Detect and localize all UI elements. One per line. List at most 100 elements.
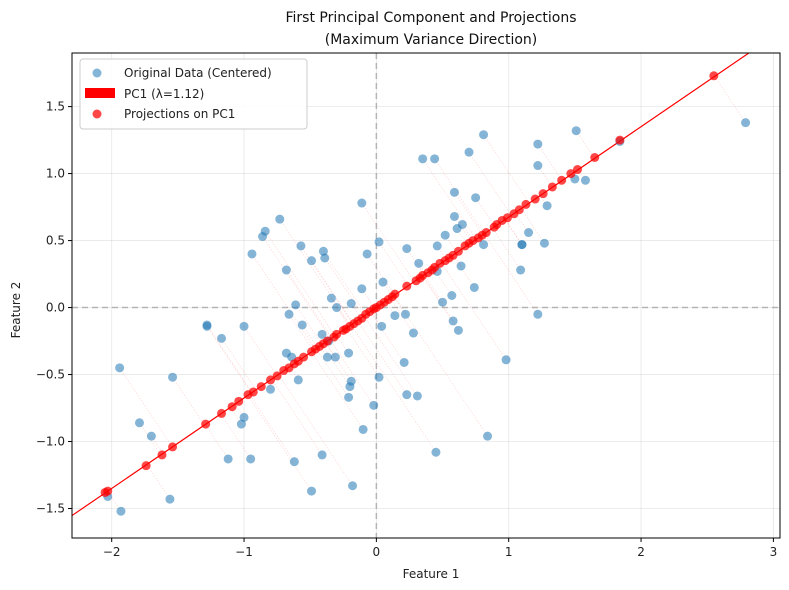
projection-connector	[393, 295, 488, 437]
projection-connector	[714, 76, 746, 123]
original-point	[438, 297, 448, 307]
projection-point	[590, 153, 600, 163]
original-point	[516, 265, 526, 275]
projection-connector	[319, 345, 328, 358]
y-tick-label: 0.0	[46, 301, 65, 315]
original-point	[412, 391, 422, 401]
projection-point	[709, 71, 719, 81]
original-point	[332, 303, 342, 313]
projection-point	[402, 281, 412, 291]
original-point	[358, 424, 368, 434]
y-axis-ticks: −1.5 −1.0 −0.5 0.0 0.5 1.0 1.5	[36, 100, 72, 516]
projection-connector	[422, 275, 454, 322]
projection-connector	[119, 367, 173, 448]
projection-connector	[295, 304, 323, 345]
projection-connector	[504, 219, 523, 245]
original-point	[362, 249, 372, 259]
original-point	[524, 228, 534, 238]
projection-connector	[220, 413, 251, 460]
original-point	[168, 372, 178, 382]
projection-points-group	[100, 71, 719, 497]
original-point	[431, 447, 441, 457]
projection-connector	[441, 262, 507, 360]
projection-connector	[483, 134, 530, 204]
original-point	[378, 277, 388, 287]
projection-point	[411, 276, 421, 286]
original-point	[390, 311, 400, 321]
projection-point	[266, 375, 276, 385]
chart-title: First Principal Component and Projection…	[285, 10, 576, 26]
original-point	[400, 309, 410, 319]
original-point	[289, 457, 299, 467]
x-tick-label: 2	[637, 545, 645, 559]
original-point	[275, 214, 285, 224]
original-point	[146, 431, 156, 441]
projection-point	[489, 222, 499, 232]
original-point	[741, 118, 751, 128]
projection-connector	[221, 338, 257, 391]
projection-connector	[492, 227, 521, 271]
original-point	[414, 258, 424, 268]
original-point	[348, 481, 358, 491]
original-point	[483, 431, 493, 441]
projection-connector	[249, 394, 295, 462]
original-point	[307, 486, 317, 496]
original-point	[571, 126, 581, 136]
original-point	[471, 193, 481, 203]
original-point	[369, 400, 379, 410]
original-point	[501, 355, 511, 365]
projection-point	[538, 189, 548, 199]
projection-connector	[363, 315, 418, 397]
original-point	[318, 246, 328, 256]
projection-point	[100, 487, 110, 497]
original-point	[418, 154, 428, 164]
original-point	[357, 198, 367, 208]
original-point	[322, 352, 332, 362]
projection-connector	[454, 192, 484, 236]
original-point	[452, 224, 462, 234]
y-tick-label: 0.5	[46, 234, 65, 248]
projection-point	[566, 169, 576, 179]
original-point	[517, 240, 527, 250]
original-point	[374, 372, 384, 382]
original-point	[217, 333, 227, 343]
projection-connector	[468, 151, 512, 216]
original-point	[326, 293, 336, 303]
legend-label-original: Original Data (Centered)	[124, 66, 272, 80]
projection-connector	[311, 260, 354, 324]
projection-connector	[243, 326, 278, 376]
original-point	[346, 299, 356, 309]
legend-label-projection: Projections on PC1	[124, 107, 235, 121]
original-point	[266, 384, 276, 394]
original-point	[542, 201, 552, 211]
original-point	[247, 249, 257, 259]
original-point	[296, 241, 306, 251]
original-point	[479, 130, 489, 140]
projection-connector	[204, 424, 229, 460]
projection-connector	[271, 378, 323, 456]
original-point	[456, 261, 466, 271]
original-point	[239, 321, 249, 331]
y-tick-label: 1.0	[46, 167, 65, 181]
projection-point	[227, 402, 237, 412]
projection-connector	[346, 327, 380, 378]
original-point	[258, 232, 268, 242]
original-point	[449, 211, 459, 221]
original-point	[440, 230, 450, 240]
original-points-group	[103, 118, 751, 516]
projection-connector	[146, 464, 171, 500]
chart-subtitle: (Maximum Variance Direction)	[325, 32, 538, 48]
plot-frame	[71, 52, 781, 539]
projection-connector	[247, 395, 312, 492]
x-tick-label: 0	[373, 545, 381, 559]
projection-point	[279, 366, 289, 376]
original-point	[430, 154, 440, 164]
projection-connector	[452, 255, 475, 288]
original-point	[281, 265, 291, 275]
projection-connector	[331, 298, 351, 326]
y-tick-label: 1.5	[46, 100, 65, 114]
projection-connector	[575, 130, 595, 159]
original-point	[448, 316, 458, 326]
original-point	[357, 284, 367, 294]
